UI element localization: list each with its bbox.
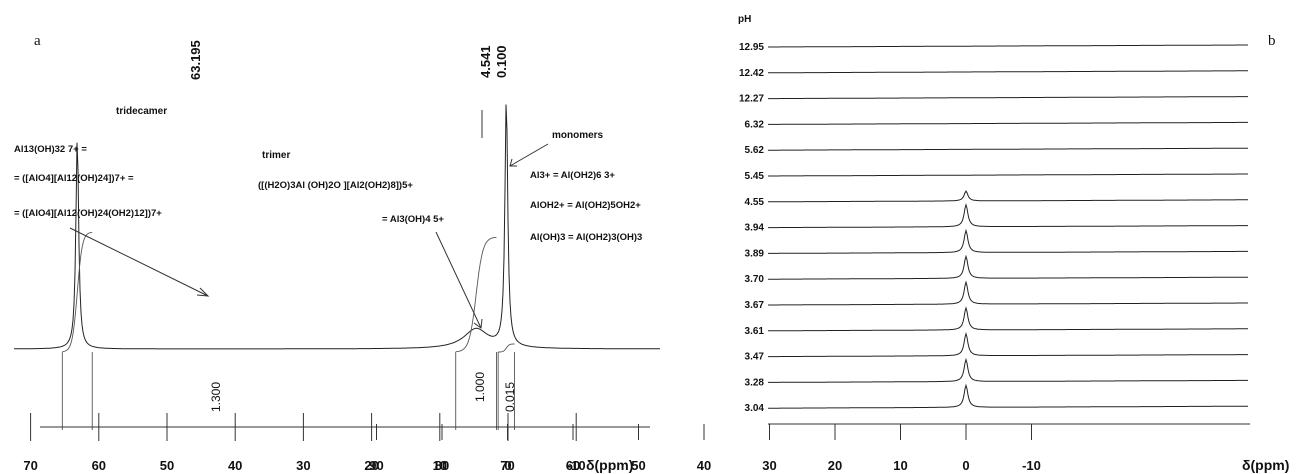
integral-label-trimer: 1.000 [473,372,487,402]
panel-a-tick-label-50: 50 [160,458,174,473]
ph-label-12.95: 12.95 [739,42,764,53]
spectrum-trace-ph-4.55 [768,190,1248,203]
integral-curve-tridecamer [62,231,93,353]
spectrum-trace-ph-12.95 [768,44,1248,48]
panel-a-tick-label-40: 40 [228,458,242,473]
arrow-trimer [435,231,482,329]
spectrum-trace-ph-5.62 [768,147,1248,151]
panel-b-tick-label-40: 40 [697,458,711,473]
ph-label-3.67: 3.67 [745,300,765,311]
ph-label-3.89: 3.89 [745,248,765,259]
spectrum-trace-ph-12.27 [768,96,1248,100]
integral-label-monomers: 0.015 [503,382,517,412]
panel-a-integrals [61,231,515,430]
ph-label-3.47: 3.47 [745,352,765,363]
spectrum-trace-ph-3.70 [768,254,1248,280]
ph-label-3.70: 3.70 [745,274,765,285]
spectrum-trace-ph-3.89 [768,228,1248,254]
panel-a-tick-label-70: 70 [23,458,37,473]
spectrum-trace-ph-6.32 [768,121,1248,125]
panel-b-axis-unit: δ(ppm) [1242,457,1289,473]
panel-a-label: a [34,33,41,49]
panel-a: a 63.195 4.541 0.100 1.300 1.000 0.015 t… [14,33,660,473]
integral-bracket-monomers [497,352,515,430]
annotation-monomers-formula-2: AlOH2+ = Al(OH2)5OH2+ [530,200,641,211]
ph-label-12.42: 12.42 [739,68,764,79]
panel-b-tick-label-50: 50 [631,458,645,473]
panel-a-tick-label-60: 60 [92,458,106,473]
ph-label-5.62: 5.62 [745,145,765,156]
panel-a-tick-label-20: 20 [364,458,378,473]
panel-b-tick-label-20: 20 [828,458,842,473]
peak-label-0: 0.100 [494,45,509,78]
panel-a-spectrum [14,104,660,350]
annotation-tridecamer: tridecamer [116,106,167,117]
ph-header: pH [738,14,751,25]
panel-b-x-axis: 90 80 70 60 50 40 30 20 10 0 -10 [369,423,1250,473]
ph-label-3.94: 3.94 [745,223,765,234]
panel-a-tick-label--10: -10 [567,458,586,473]
panel-b-tick-label--10: -10 [1022,458,1041,473]
panel-b-tick-label-60: 60 [566,458,580,473]
annotation-trimer: trimer [262,150,290,161]
spectrum-trace-ph-3.67 [768,280,1248,306]
ph-label-3.04: 3.04 [745,403,765,414]
spectrum-trace-ph-3.61 [768,306,1248,332]
spectrum-trace-ph-3.04 [768,383,1248,409]
panel-b-label: b [1268,33,1276,49]
annotation-trimer-formula-2: = Al3(OH)4 5+ [382,214,444,225]
arrow-trimer-head [473,318,483,329]
spectrum-trace-ph-5.45 [768,173,1248,177]
arrow-monomers-head [509,158,517,167]
arrow-monomers [509,143,549,167]
annotation-monomers-formula-3: Al(OH)3 = Al(OH2)3(OH)3 [530,232,642,243]
ph-label-3.28: 3.28 [745,377,765,388]
annotation-arrows [69,143,549,329]
panel-b-tick-label-90: 90 [369,458,383,473]
panel-b-tick-label-70: 70 [500,458,514,473]
ph-label-3.61: 3.61 [745,326,765,337]
ph-label-12.27: 12.27 [739,94,764,105]
integral-curve-trimer [455,236,497,353]
panel-a-spectrum-trace [14,104,660,350]
integral-bracket-trimer [455,352,497,430]
panel-b-tick-label-80: 80 [435,458,449,473]
spectrum-trace-ph-3.28 [768,357,1248,383]
ph-label-6.32: 6.32 [745,119,765,130]
integral-bracket-tridecamer [61,352,93,430]
panel-a-tick-label-10: 10 [433,458,447,473]
panel-b: b pH 12.95 12.42 12.27 6.32 5.62 5.45 4.55 3.94… [369,14,1289,473]
spectrum-trace-ph-12.42 [768,70,1248,74]
integral-label-tridecamer: 1.300 [209,382,223,412]
annotation-trimer-formula-1: ([(H2O)3Al (OH)2O ][Al2(OH2)8])5+ [258,180,413,191]
panel-b-tick-label-10: 10 [893,458,907,473]
panel-b-tick-label-0: 0 [962,458,969,473]
ph-label-5.45: 5.45 [745,171,765,182]
ph-label-4.55: 4.55 [745,197,765,208]
spectrum-trace-ph-3.94 [768,202,1248,229]
peak-label-63: 63.195 [188,40,203,80]
panel-a-axis-unit: δ(ppm) [586,457,633,473]
arrow-tridecamer [69,227,209,297]
panel-a-tick-label-30: 30 [296,458,310,473]
annotation-monomers: monomers [552,130,604,141]
annotation-monomers-formula-1: Al3+ = Al(OH2)6 3+ [530,170,615,181]
annotation-tridecamer-formula-1: Al13(OH)32 7+ = [14,144,87,155]
arrow-tridecamer-head [196,287,210,297]
panel-b-tick-label-30: 30 [762,458,776,473]
panel-a-x-axis: 90 80 70 60 50 40 30 20 10 0 -10 [23,413,650,473]
annotation-tridecamer-formula-3: = ([AlO4][Al12(OH)24(OH2)12])7+ [14,208,162,219]
panel-a-tick-label-0: 0 [504,458,511,473]
panel-b-spectra: 12.95 12.42 12.27 6.32 5.62 5.45 4.55 3.94 3.89 3… [739,42,1248,414]
peak-label-4: 4.541 [478,45,493,78]
integral-curve-monomers [498,343,515,353]
spectrum-trace-ph-3.47 [768,331,1248,358]
annotation-tridecamer-formula-2: = ([AlO4][Al12(OH)24])7+ = [14,173,134,184]
